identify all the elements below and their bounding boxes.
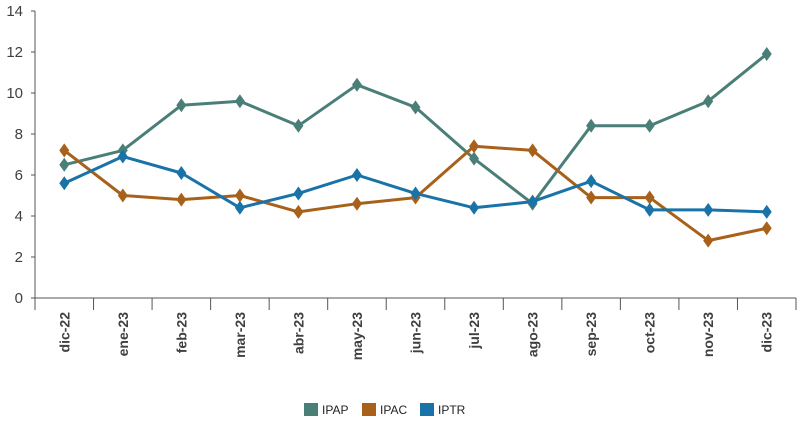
- data-point-ipap: [59, 157, 70, 172]
- data-point-iptr: [293, 186, 304, 201]
- x-tick-label: jul-23: [466, 312, 482, 350]
- data-point-ipap: [351, 77, 362, 92]
- data-point-ipac: [586, 190, 597, 205]
- axes: 0 2 4 6 8 10 12 14 dic-22 ene-23 feb-23 mar-23 abr-2…: [6, 3, 797, 360]
- y-tick-label: 12: [6, 44, 23, 61]
- x-tick-label: oct-23: [642, 312, 658, 353]
- data-point-ipac: [59, 143, 70, 158]
- x-tick-label: ago-23: [525, 312, 541, 357]
- series-markers: [59, 47, 772, 248]
- y-tick-label: 4: [15, 208, 23, 225]
- data-point-iptr: [527, 194, 538, 209]
- legend: IPAP IPAC IPTR: [304, 403, 466, 417]
- series-line-ipap: [63, 52, 768, 206]
- data-point-ipap: [234, 94, 245, 109]
- data-point-iptr: [117, 149, 128, 164]
- legend-label-iptr: IPTR: [438, 403, 466, 417]
- data-point-ipac: [761, 221, 772, 236]
- x-tick-label: ene-23: [115, 312, 131, 357]
- data-point-ipap: [293, 118, 304, 133]
- x-tick-label: may-23: [349, 312, 365, 360]
- data-point-ipac: [644, 190, 655, 205]
- y-tick-label: 2: [15, 249, 23, 266]
- data-point-iptr: [234, 200, 245, 215]
- x-tick-label: feb-23: [173, 312, 189, 353]
- data-point-ipap: [586, 118, 597, 133]
- x-tick-label: sep-23: [583, 312, 599, 357]
- x-tick-label: dic-22: [56, 312, 72, 353]
- legend-swatch-ipac: [362, 403, 376, 416]
- x-tick-label: jun-23: [408, 312, 424, 354]
- data-point-iptr: [469, 200, 480, 215]
- y-tick-label: 6: [15, 167, 23, 184]
- data-point-ipap: [703, 94, 714, 109]
- data-point-iptr: [59, 176, 70, 191]
- data-point-ipap: [469, 151, 480, 166]
- legend-label-ipap: IPAP: [322, 403, 348, 417]
- legend-label-ipac: IPAC: [380, 403, 407, 417]
- series-lines: [63, 52, 768, 243]
- data-point-ipac: [234, 188, 245, 203]
- data-point-iptr: [351, 168, 362, 182]
- x-tick-label: abr-23: [290, 312, 306, 354]
- data-point-ipac: [117, 188, 128, 203]
- data-point-ipap: [644, 118, 655, 133]
- legend-swatch-ipap: [304, 403, 318, 416]
- y-tick-label: 8: [15, 126, 23, 143]
- y-tick-label: 14: [6, 3, 23, 20]
- data-point-iptr: [761, 204, 772, 219]
- data-point-ipac: [703, 233, 714, 248]
- x-tick-label: nov-23: [700, 312, 716, 357]
- legend-swatch-iptr: [420, 403, 434, 416]
- y-tick-label: 10: [6, 85, 23, 102]
- data-point-iptr: [586, 174, 597, 189]
- data-point-iptr: [703, 202, 714, 217]
- x-tick-label: dic-23: [759, 312, 775, 353]
- data-point-ipap: [176, 98, 187, 113]
- data-point-ipap: [410, 100, 421, 115]
- y-tick-label: 0: [15, 290, 23, 307]
- data-point-ipac: [351, 196, 362, 211]
- data-point-ipac: [293, 204, 304, 219]
- data-point-ipac: [469, 139, 480, 154]
- data-point-iptr: [644, 202, 655, 217]
- data-point-ipac: [176, 192, 187, 207]
- x-tick-label: mar-23: [232, 312, 248, 358]
- data-point-iptr: [410, 186, 421, 201]
- data-point-ipac: [527, 143, 538, 158]
- data-point-iptr: [176, 165, 187, 180]
- data-point-ipap: [761, 47, 772, 62]
